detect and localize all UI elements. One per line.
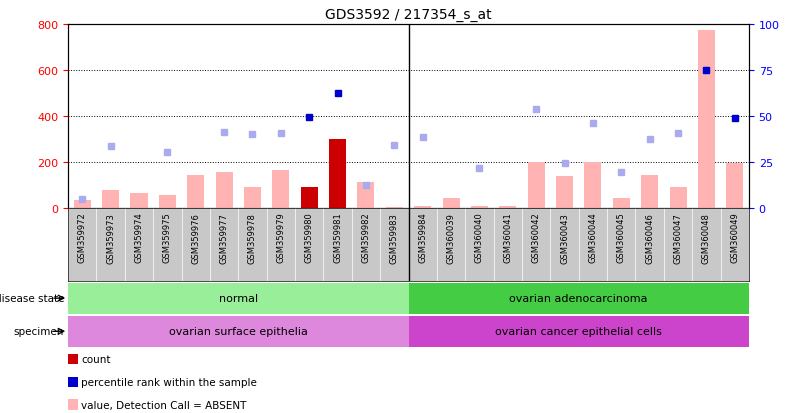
Bar xyxy=(103,190,119,209)
Text: GSM359981: GSM359981 xyxy=(333,212,342,263)
Text: GSM360041: GSM360041 xyxy=(503,212,513,263)
Bar xyxy=(698,31,714,209)
Bar xyxy=(329,140,346,209)
Text: GSM359976: GSM359976 xyxy=(191,212,200,263)
Text: GSM360040: GSM360040 xyxy=(475,212,484,263)
Text: value, Detection Call = ABSENT: value, Detection Call = ABSENT xyxy=(81,400,246,410)
Bar xyxy=(357,182,374,209)
Bar xyxy=(641,175,658,209)
Text: percentile rank within the sample: percentile rank within the sample xyxy=(81,377,257,387)
Bar xyxy=(613,198,630,209)
Bar xyxy=(131,194,147,209)
Text: GSM359983: GSM359983 xyxy=(390,212,399,263)
Bar xyxy=(414,206,431,209)
Bar xyxy=(215,173,232,209)
Bar xyxy=(409,316,749,347)
Text: ovarian cancer epithelial cells: ovarian cancer epithelial cells xyxy=(495,326,662,337)
Bar xyxy=(670,188,686,209)
Text: GSM359973: GSM359973 xyxy=(107,212,115,263)
Bar xyxy=(556,176,573,209)
Bar xyxy=(272,171,289,209)
Bar xyxy=(300,188,318,209)
Bar xyxy=(585,163,602,209)
Text: GSM360047: GSM360047 xyxy=(674,212,682,263)
Bar xyxy=(499,207,517,209)
Bar xyxy=(68,316,409,347)
Bar xyxy=(329,204,346,209)
Bar xyxy=(471,206,488,209)
Text: GSM359979: GSM359979 xyxy=(276,212,285,263)
Text: count: count xyxy=(81,354,111,364)
Text: GSM360044: GSM360044 xyxy=(589,212,598,263)
Bar xyxy=(244,188,261,209)
Bar xyxy=(74,201,91,209)
Text: disease state: disease state xyxy=(0,293,64,304)
Text: GSM360043: GSM360043 xyxy=(560,212,569,263)
Bar xyxy=(386,207,403,209)
Text: normal: normal xyxy=(219,293,258,304)
Bar xyxy=(528,163,545,209)
Bar xyxy=(187,175,204,209)
Text: GSM360046: GSM360046 xyxy=(645,212,654,263)
Bar xyxy=(409,283,749,314)
Text: GSM360049: GSM360049 xyxy=(731,212,739,263)
Bar xyxy=(300,189,318,209)
Text: GSM359980: GSM359980 xyxy=(304,212,314,263)
Bar xyxy=(442,198,460,209)
Bar xyxy=(727,164,743,209)
Text: GSM359978: GSM359978 xyxy=(248,212,257,263)
Text: GSM359972: GSM359972 xyxy=(78,212,87,263)
Text: ovarian adenocarcinoma: ovarian adenocarcinoma xyxy=(509,293,648,304)
Text: GSM359977: GSM359977 xyxy=(219,212,228,263)
Text: ovarian surface epithelia: ovarian surface epithelia xyxy=(169,326,308,337)
Text: GSM359982: GSM359982 xyxy=(361,212,370,263)
Text: GSM359974: GSM359974 xyxy=(135,212,143,263)
Bar xyxy=(159,196,176,209)
Title: GDS3592 / 217354_s_at: GDS3592 / 217354_s_at xyxy=(325,8,492,22)
Text: GSM360048: GSM360048 xyxy=(702,212,710,263)
Text: GSM359975: GSM359975 xyxy=(163,212,172,263)
Text: GSM360042: GSM360042 xyxy=(532,212,541,263)
Bar xyxy=(68,283,409,314)
Text: GSM360039: GSM360039 xyxy=(447,212,456,263)
Text: GSM360045: GSM360045 xyxy=(617,212,626,263)
Text: GSM359984: GSM359984 xyxy=(418,212,427,263)
Text: specimen: specimen xyxy=(14,326,64,337)
